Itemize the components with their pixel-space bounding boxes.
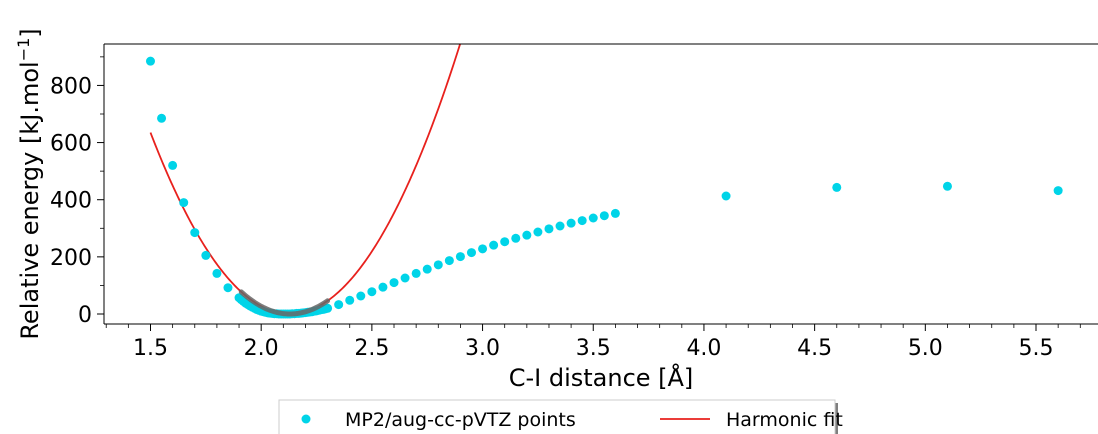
data-point (389, 278, 399, 288)
data-point (577, 216, 587, 226)
x-tick-label: 2.0 (244, 336, 279, 361)
data-point (588, 213, 598, 223)
x-tick-label: 4.0 (686, 336, 721, 361)
data-point (478, 244, 488, 254)
data-point (345, 295, 355, 305)
data-point (433, 260, 443, 270)
y-axis-label-exponent: −1 (14, 38, 33, 62)
legend-label-fit: Harmonic fit (726, 409, 843, 431)
legend-box (278, 399, 836, 434)
x-tick-label: 1.5 (133, 336, 168, 361)
x-axis-label: C-I distance [Å] (509, 363, 694, 392)
y-tick-label: 800 (50, 74, 92, 99)
y-tick-label: 0 (78, 303, 92, 328)
legend-label-points: MP2/aug-cc-pVTZ points (345, 409, 576, 431)
plot-frame (103, 43, 1098, 325)
data-point (555, 221, 565, 231)
data-point (323, 303, 333, 313)
data-point (168, 160, 178, 170)
data-point (145, 56, 155, 66)
fit-overlay-line (238, 289, 331, 317)
data-point (544, 224, 554, 234)
x-tick-label: 4.5 (797, 336, 832, 361)
data-point (334, 300, 344, 310)
data-point (489, 240, 499, 250)
data-point (466, 248, 476, 258)
data-point (832, 182, 842, 192)
x-tick-label: 5.5 (1019, 336, 1054, 361)
grey-overlay-group (238, 289, 331, 317)
data-point (400, 273, 410, 283)
harmonic-fit-group (149, 44, 462, 315)
plot-area (104, 44, 1098, 324)
data-point (223, 283, 233, 293)
data-point (1053, 186, 1063, 196)
data-point (599, 211, 609, 221)
x-tick-label: 3.0 (465, 336, 500, 361)
data-point (212, 268, 222, 278)
data-point (511, 233, 521, 243)
data-point (356, 291, 366, 301)
x-tick-label: 2.5 (354, 336, 389, 361)
data-point (721, 191, 731, 201)
x-axis-ticks: 1.5 2.0 2.5 3.0 3.5 4.0 4.5 5.0 5.5 (105, 324, 1081, 361)
y-tick-label: 600 (50, 132, 92, 157)
data-point (533, 227, 543, 237)
data-point (942, 181, 952, 191)
y-axis-label-main: Relative energy [kJ.mol (16, 61, 44, 339)
harmonic-fit-line (149, 44, 462, 315)
y-axis-label-close: ] (16, 28, 44, 37)
y-axis-label: Relative energy [kJ.mol−1] (14, 28, 45, 339)
data-point (444, 256, 454, 266)
data-point (190, 228, 200, 238)
data-point (378, 282, 388, 292)
legend: MP2/aug-cc-pVTZ points Harmonic fit (278, 399, 843, 434)
data-point (157, 113, 167, 123)
y-axis-ticks: 0 200 400 600 800 (50, 56, 104, 328)
data-point (610, 208, 620, 218)
data-point (500, 237, 510, 247)
data-point (422, 264, 432, 274)
data-point (201, 250, 211, 260)
x-tick-label: 3.5 (576, 336, 611, 361)
data-point (367, 287, 377, 297)
data-point (179, 198, 189, 208)
data-point (455, 252, 465, 262)
legend-marker-points (301, 414, 311, 424)
y-tick-label: 400 (50, 189, 92, 214)
data-point (522, 230, 532, 240)
x-tick-label: 5.0 (908, 336, 943, 361)
data-point (566, 218, 576, 228)
y-tick-label: 200 (50, 246, 92, 271)
data-point (411, 268, 421, 278)
